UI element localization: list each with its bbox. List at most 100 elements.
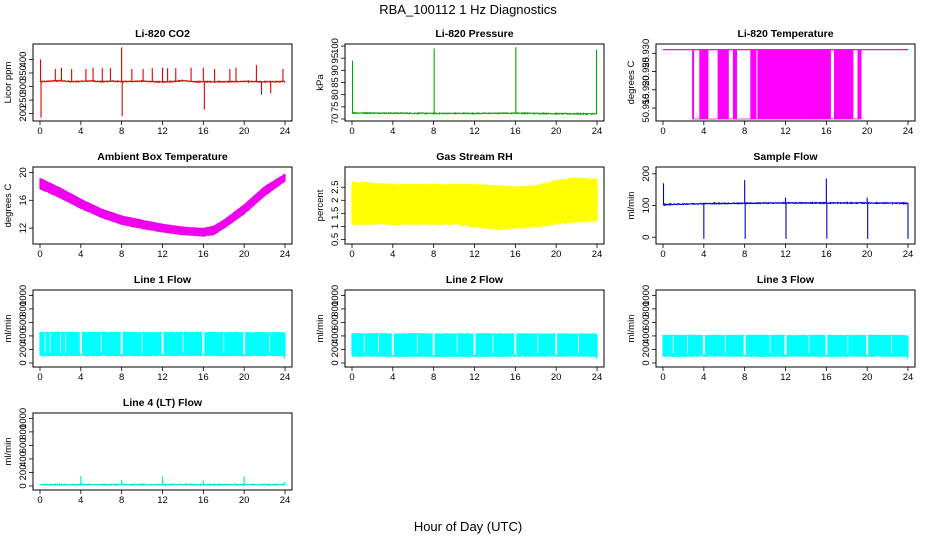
y-tick-label: 0.5 bbox=[330, 233, 341, 246]
y-tick-label: 16 bbox=[18, 195, 29, 206]
panel-y-label: kPa bbox=[315, 74, 326, 91]
x-tick-label: 24 bbox=[903, 372, 914, 383]
y-tick-label: 600 bbox=[18, 437, 29, 453]
x-tick-label: 4 bbox=[701, 372, 706, 383]
x-tick-label: 16 bbox=[821, 126, 832, 137]
x-tick-label: 12 bbox=[469, 126, 480, 137]
series-band bbox=[39, 173, 286, 237]
x-tick-label: 24 bbox=[903, 126, 914, 137]
x-tick-label: 4 bbox=[78, 126, 83, 137]
panel-y-label: percent bbox=[315, 189, 326, 221]
y-tick-label: 12 bbox=[18, 223, 29, 234]
x-tick-label: 24 bbox=[280, 126, 291, 137]
y-tick-label: 50.920 bbox=[641, 75, 652, 104]
panel-6: Line 1 Flow ml/min 0 4 8 12 16 20 24 0 20040060080… bbox=[3, 274, 293, 383]
panel-2: Li-820 Temperature degrees C 0 4 8 12 16 20 24 50… bbox=[626, 28, 916, 137]
y-tick-label: 100 bbox=[330, 38, 341, 54]
x-tick-label: 0 bbox=[37, 249, 42, 260]
x-tick-label: 24 bbox=[592, 249, 603, 260]
series-dropouts bbox=[692, 49, 862, 119]
panel-title: Li-820 Temperature bbox=[737, 28, 833, 40]
x-tick-label: 12 bbox=[157, 249, 168, 260]
x-tick-label: 16 bbox=[510, 372, 521, 383]
x-tick-label: 0 bbox=[660, 126, 665, 137]
y-tick-label: 400 bbox=[641, 328, 652, 344]
x-tick-label: 20 bbox=[862, 126, 873, 137]
x-tick-label: 8 bbox=[119, 495, 124, 506]
x-tick-label: 16 bbox=[198, 495, 209, 506]
y-tick-label: 0 bbox=[18, 483, 29, 488]
panel-data bbox=[39, 173, 286, 237]
panel-y-label: ml/min bbox=[3, 438, 14, 466]
y-tick-label: 200 bbox=[18, 465, 29, 481]
x-tick-label: 16 bbox=[198, 249, 209, 260]
x-tick-label: 0 bbox=[37, 126, 42, 137]
x-tick-label: 8 bbox=[431, 126, 436, 137]
panel-data bbox=[351, 332, 598, 359]
panel-data bbox=[351, 177, 598, 231]
y-tick-label: 1000 bbox=[18, 408, 29, 429]
x-tick-label: 12 bbox=[780, 372, 791, 383]
x-tick-label: 8 bbox=[742, 249, 747, 260]
x-tick-label: 20 bbox=[239, 495, 250, 506]
x-tick-label: 20 bbox=[862, 372, 873, 383]
x-tick-label: 4 bbox=[701, 249, 706, 260]
y-tick-label: 800 bbox=[18, 301, 29, 317]
panel-data bbox=[39, 331, 286, 359]
y-tick-label: 800 bbox=[641, 301, 652, 317]
y-tick-label: 200 bbox=[641, 342, 652, 358]
x-tick-label: 12 bbox=[780, 126, 791, 137]
x-tick-label: 8 bbox=[119, 372, 124, 383]
x-tick-label: 12 bbox=[157, 126, 168, 137]
y-tick-label: 1000 bbox=[18, 285, 29, 306]
x-tick-label: 12 bbox=[157, 372, 168, 383]
x-tick-label: 8 bbox=[742, 126, 747, 137]
panel-0: Li-820 CO2 Licor ppm 0 4 8 12 16 20 24 2002503003… bbox=[3, 28, 293, 137]
y-tick-label: 0 bbox=[18, 360, 29, 365]
y-tick-label: 90 bbox=[330, 65, 341, 76]
x-tick-label: 24 bbox=[592, 126, 603, 137]
x-tick-label: 4 bbox=[701, 126, 706, 137]
x-tick-label: 0 bbox=[349, 372, 354, 383]
x-tick-label: 12 bbox=[469, 249, 480, 260]
x-tick-label: 20 bbox=[862, 249, 873, 260]
x-tick-label: 24 bbox=[280, 372, 291, 383]
x-tick-label: 20 bbox=[551, 126, 562, 137]
panel-data bbox=[39, 47, 286, 118]
panel-data bbox=[662, 334, 909, 359]
x-tick-label: 20 bbox=[239, 126, 250, 137]
x-tick-label: 0 bbox=[349, 126, 354, 137]
panel-title: Ambient Box Temperature bbox=[97, 151, 228, 163]
y-tick-label: 200 bbox=[641, 166, 652, 182]
y-tick-label: 2.5 bbox=[330, 181, 341, 194]
x-tick-label: 0 bbox=[349, 249, 354, 260]
x-tick-label: 16 bbox=[198, 372, 209, 383]
y-tick-label: 0 bbox=[330, 360, 341, 365]
x-tick-label: 0 bbox=[660, 249, 665, 260]
figure-title: RBA_100112 1 Hz Diagnostics bbox=[379, 2, 557, 17]
y-tick-label: 800 bbox=[330, 301, 341, 317]
y-tick-label: 400 bbox=[18, 52, 29, 68]
panel-frame bbox=[344, 43, 605, 122]
y-tick-label: 95 bbox=[330, 53, 341, 64]
y-tick-label: 350 bbox=[18, 65, 29, 81]
x-tick-label: 4 bbox=[390, 249, 395, 260]
panel-data bbox=[663, 49, 908, 120]
y-tick-label: 100 bbox=[641, 198, 652, 214]
x-tick-label: 8 bbox=[119, 249, 124, 260]
x-tick-label: 0 bbox=[37, 372, 42, 383]
panel-5: Sample Flow ml/min 0 4 8 12 16 20 24 0 100 200 bbox=[626, 151, 916, 260]
panel-title: Line 3 Flow bbox=[757, 274, 815, 286]
panel-3: Ambient Box Temperature degrees C 0 4 8 12 16 2… bbox=[3, 151, 293, 260]
panel-y-label: degrees C bbox=[3, 183, 14, 227]
panel-y-label: Licor ppm bbox=[3, 62, 14, 104]
panel-7: Line 2 Flow ml/min 0 4 8 12 16 20 24 0 20040060080… bbox=[315, 274, 605, 383]
x-tick-label: 8 bbox=[431, 372, 436, 383]
x-tick-label: 4 bbox=[78, 495, 83, 506]
y-tick-label: 600 bbox=[18, 314, 29, 330]
y-tick-label: 200 bbox=[18, 342, 29, 358]
y-tick-label: 200 bbox=[18, 106, 29, 122]
panel-y-label: ml/min bbox=[315, 315, 326, 343]
